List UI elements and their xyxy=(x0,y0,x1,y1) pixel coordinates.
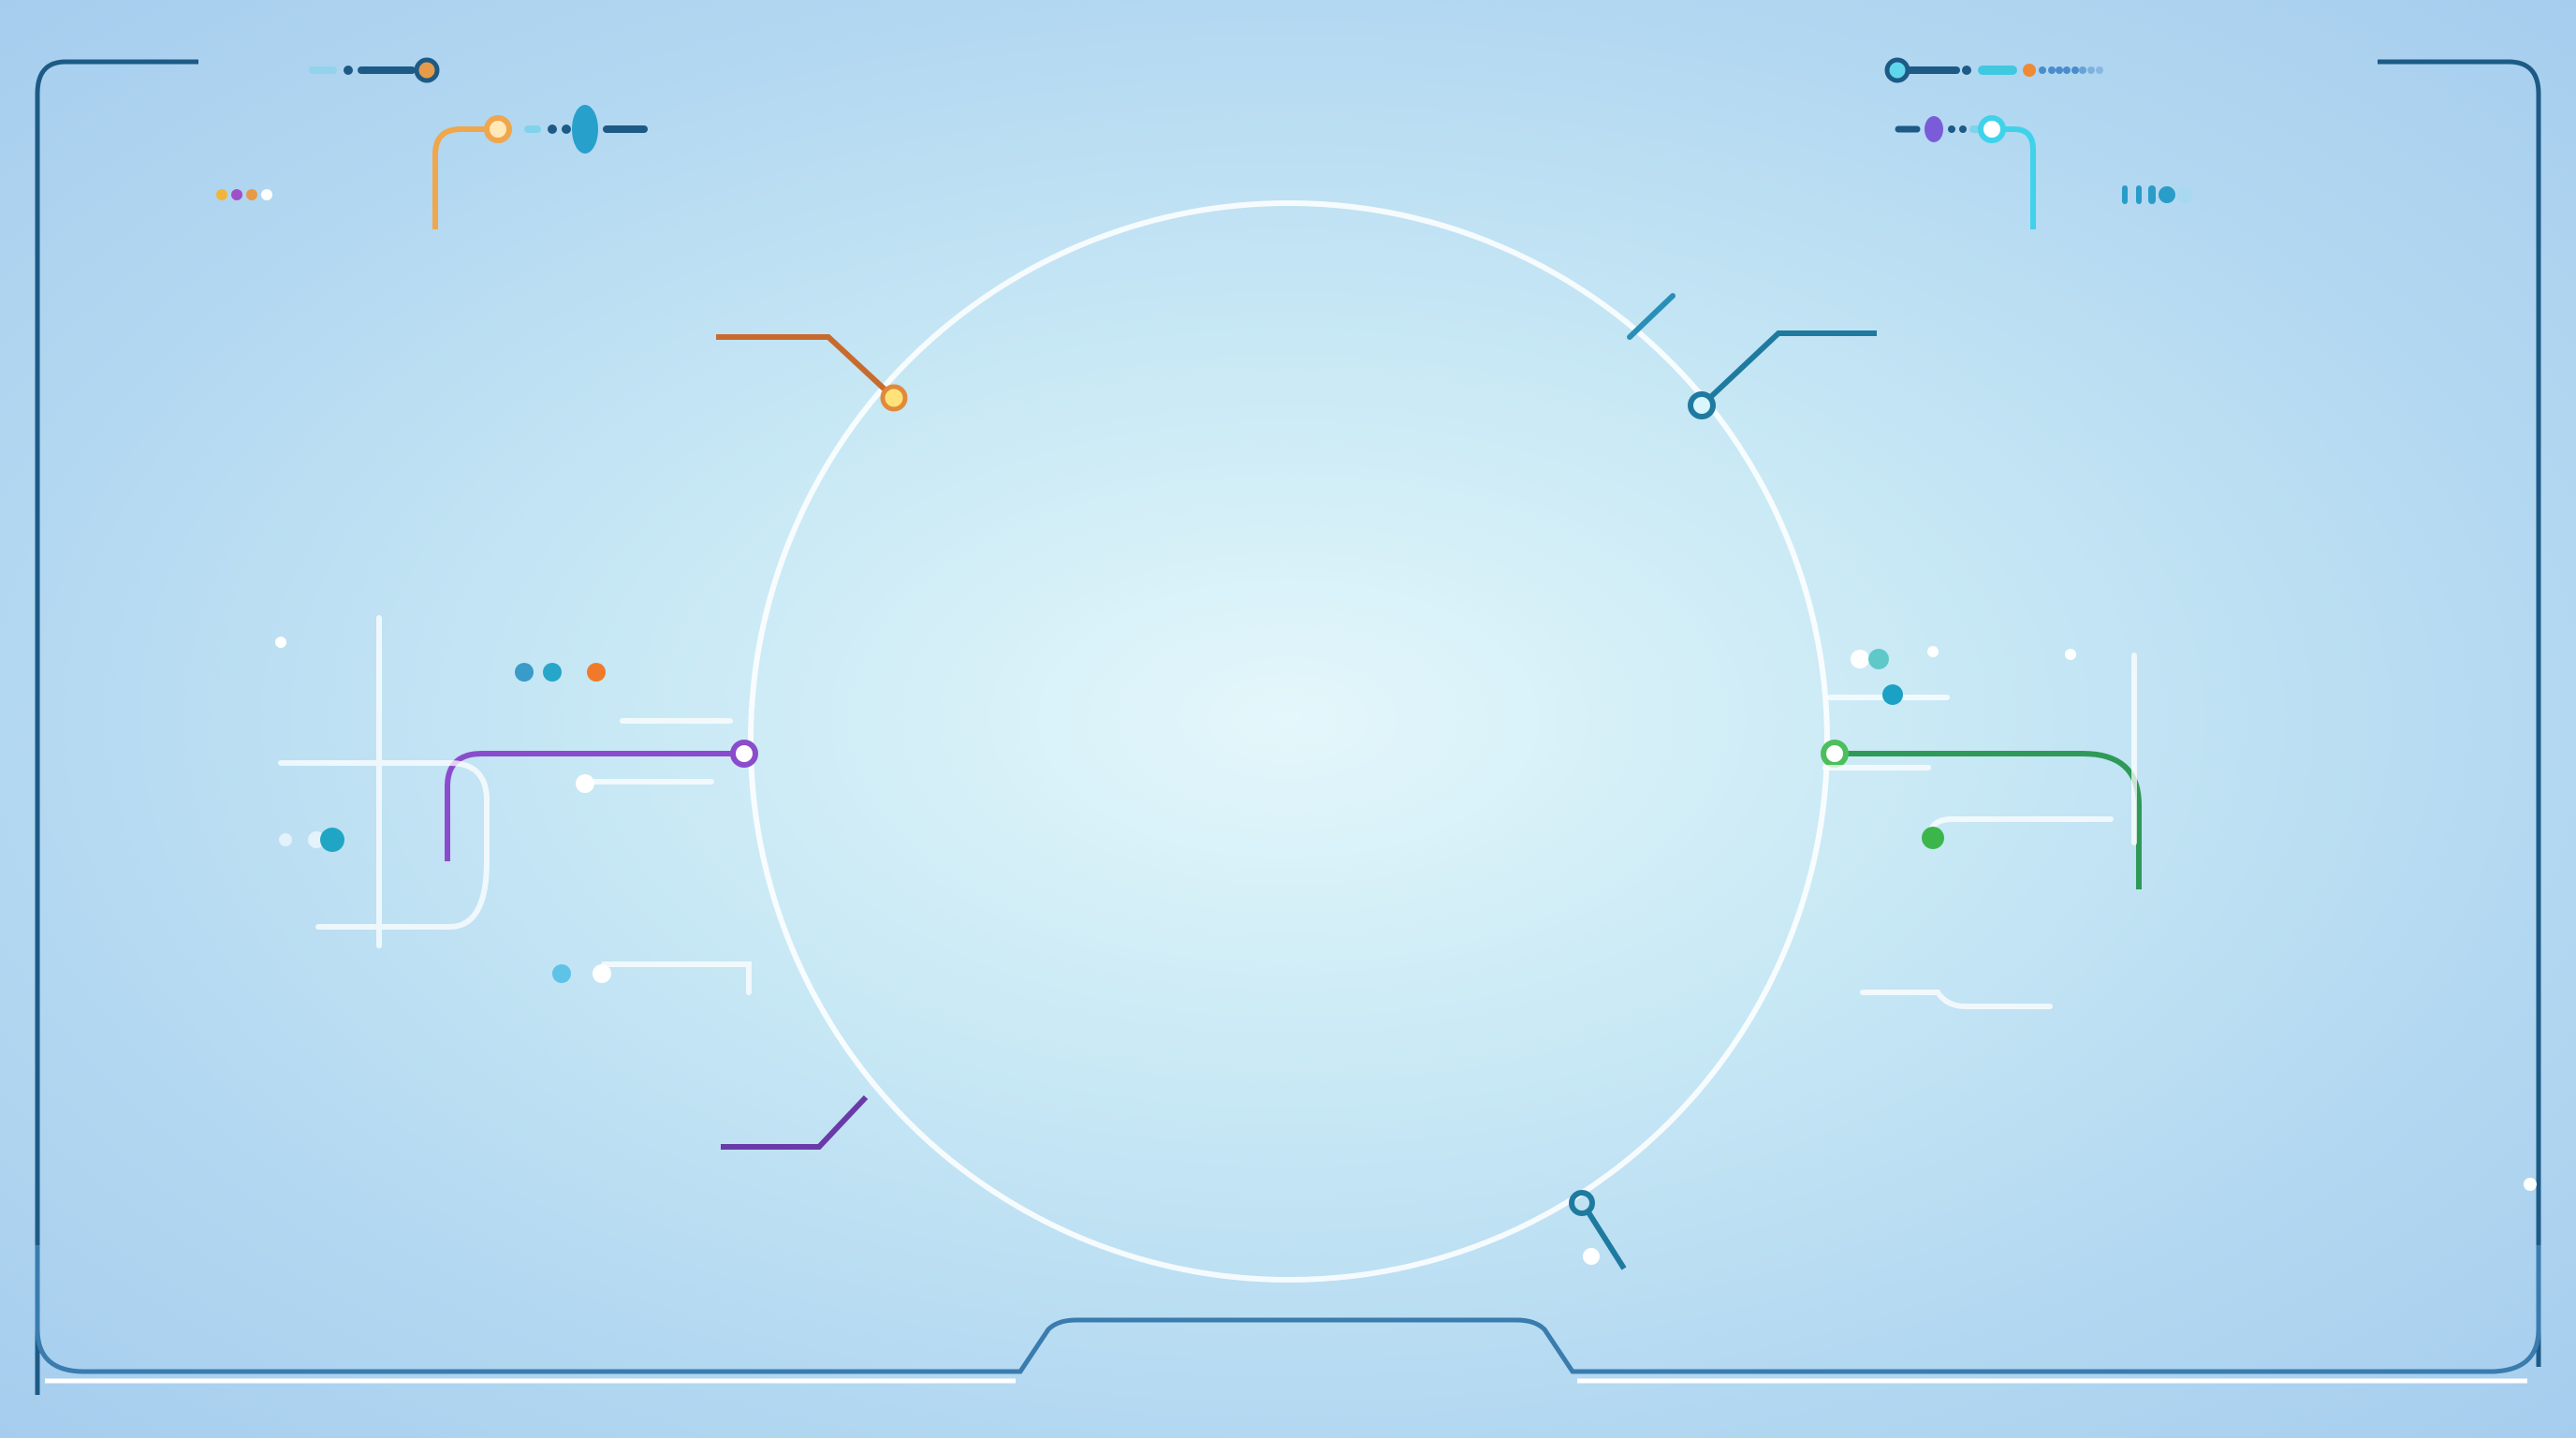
decorative-frame xyxy=(35,57,2541,1395)
